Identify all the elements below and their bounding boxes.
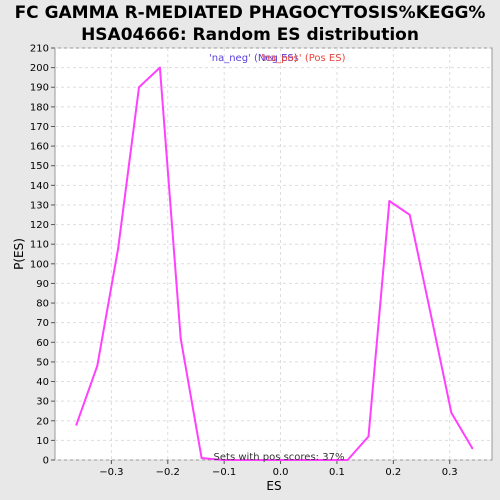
y-tick-label: 130 — [30, 200, 49, 211]
y-tick-label: 140 — [30, 181, 49, 192]
series-line — [75, 66, 474, 461]
data-point — [96, 364, 99, 367]
data-point — [263, 459, 266, 461]
y-axis-label: P(ES) — [12, 238, 26, 270]
y-tick-label: 30 — [36, 397, 49, 408]
y-tick-label: 70 — [36, 318, 49, 329]
y-tick-label: 60 — [36, 338, 49, 349]
x-tick-label: −0.3 — [99, 467, 123, 478]
y-tick-label: 90 — [36, 279, 49, 290]
data-point — [367, 435, 370, 438]
data-point — [158, 66, 161, 69]
data-point — [138, 86, 140, 89]
x-tick-label: −0.1 — [212, 467, 236, 478]
data-point — [221, 459, 224, 461]
data-point — [346, 459, 349, 461]
pos-scores-annotation: Sets with pos scores: 37% — [214, 452, 345, 463]
x-tick-label: 0.1 — [329, 467, 345, 478]
data-point — [408, 213, 411, 216]
chart-title-line-1: FC GAMMA R-MEDIATED PHAGOCYTOSIS%KEGG% — [15, 3, 486, 23]
data-point — [242, 459, 245, 461]
plot-area — [54, 47, 493, 461]
data-point — [450, 411, 453, 414]
grid — [55, 47, 492, 461]
y-tick-label: 40 — [36, 377, 49, 388]
y-tick-label: 210 — [30, 44, 49, 55]
data-point — [179, 337, 182, 340]
y-tick-label: 50 — [36, 357, 49, 368]
y-tick-label: 20 — [36, 416, 49, 427]
y-tick-label: 110 — [30, 240, 49, 251]
data-point — [304, 459, 307, 461]
data-point — [200, 457, 203, 459]
y-tick-label: 180 — [30, 102, 49, 113]
data-point — [117, 247, 120, 250]
legend-entry-pos: 'na_pos' (Pos ES) — [261, 53, 346, 64]
chart-title-line-2: HSA04666: Random ES distribution — [81, 25, 419, 45]
y-tick-label: 160 — [30, 142, 49, 153]
y-tick-label: 80 — [36, 299, 49, 310]
data-point — [388, 200, 391, 202]
y-tick-label: 150 — [30, 161, 49, 172]
y-tick-label: 170 — [30, 122, 49, 133]
legend-entry-neg: 'na_neg' (Neg ES) — [209, 53, 298, 64]
y-tick-label: 0 — [43, 456, 49, 467]
x-tick-label: 0.3 — [442, 467, 458, 478]
data-point — [429, 311, 432, 314]
y-tick-label: 100 — [30, 259, 49, 270]
data-point — [75, 423, 78, 426]
data-point — [471, 447, 474, 450]
x-tick-label: −0.2 — [156, 467, 180, 478]
series-layer — [75, 66, 474, 461]
x-tick-label: 0.0 — [273, 467, 289, 478]
x-tick-label: 0.2 — [385, 467, 401, 478]
x-axis-ticks: −0.3 −0.2 −0.1 0.0 0.1 0.2 0.3 — [99, 460, 458, 478]
x-axis-label: ES — [266, 479, 281, 493]
y-axis-ticks: 0 10 20 30 40 50 60 70 80 90 100 110 120 130 140 150 160… — [30, 44, 55, 467]
data-point — [325, 459, 328, 461]
y-tick-label: 200 — [30, 63, 49, 74]
y-tick-label: 10 — [36, 436, 49, 447]
y-tick-label: 120 — [30, 220, 49, 231]
data-point — [284, 459, 287, 461]
y-tick-label: 190 — [30, 83, 49, 94]
